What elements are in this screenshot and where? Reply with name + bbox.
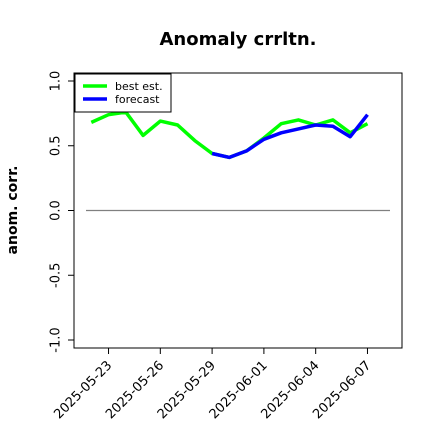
series-line-forecast [211, 113, 369, 160]
y-tick-label: 0.0 [49, 200, 64, 221]
y-tick-label: 0.5 [49, 135, 64, 156]
legend: best est.forecast [74, 73, 172, 113]
y-tick-label: 1.0 [49, 71, 64, 92]
y-axis-label: anom. corr. [5, 166, 21, 255]
series-line-best-est- [90, 110, 369, 160]
y-tick-label: -0.5 [49, 263, 64, 288]
plot-area: -1.0-0.50.00.51.02025-05-232025-05-26202… [49, 71, 403, 422]
y-tick-label: -1.0 [49, 327, 64, 352]
chart-title: Anomaly crrltn. [159, 29, 316, 50]
legend-box [74, 73, 172, 113]
legend-label: forecast [115, 93, 160, 106]
legend-label: best est. [115, 80, 163, 93]
